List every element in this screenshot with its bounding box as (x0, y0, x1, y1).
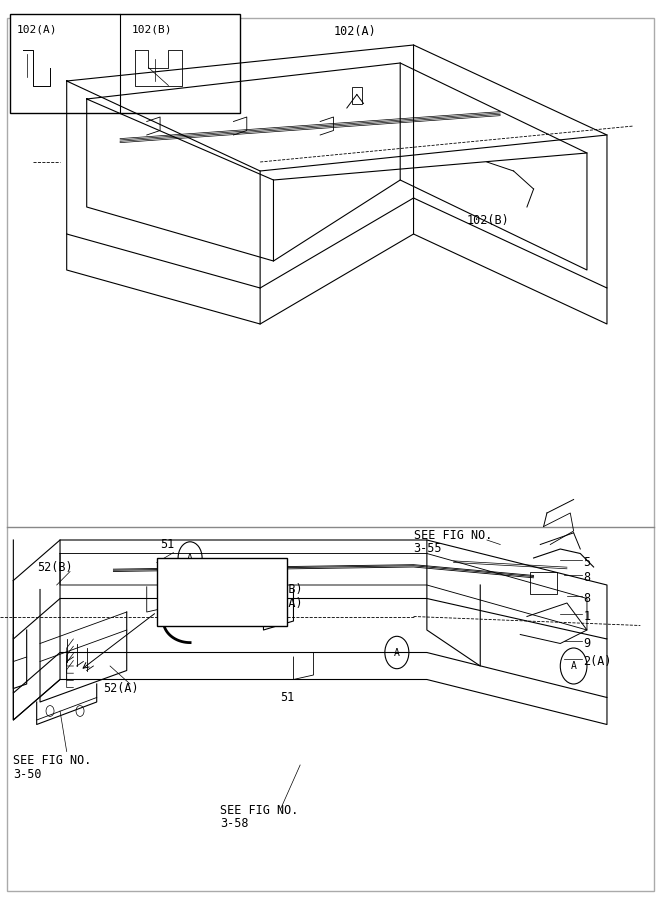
Bar (352, 87, 362, 104)
Text: SEE FIG NO.: SEE FIG NO. (220, 804, 299, 816)
Text: 102(B): 102(B) (467, 214, 510, 227)
Text: 99(A): 99(A) (267, 597, 302, 609)
Text: SEE FIG NO.: SEE FIG NO. (163, 576, 237, 586)
Text: 102(B): 102(B) (132, 24, 172, 35)
Text: 99(B): 99(B) (267, 583, 302, 596)
Bar (530, 572, 557, 594)
Text: 2(A): 2(A) (584, 655, 612, 668)
Text: A: A (394, 647, 400, 658)
Text: 3-50: 3-50 (13, 768, 42, 780)
Text: 102(A): 102(A) (17, 24, 57, 35)
Bar (10, 14, 240, 112)
Text: 51: 51 (280, 691, 294, 704)
Text: 9: 9 (584, 637, 591, 650)
Text: 3-58: 3-58 (220, 817, 249, 830)
Text: 52(A): 52(A) (103, 682, 139, 695)
Text: SEE FIG NO.: SEE FIG NO. (414, 529, 492, 542)
Text: 102(A): 102(A) (334, 25, 376, 38)
Text: 8: 8 (584, 592, 591, 605)
Text: 8: 8 (584, 572, 591, 584)
Text: 51: 51 (160, 538, 174, 551)
Bar (157, 558, 287, 626)
Text: 3-55: 3-55 (414, 543, 442, 555)
Text: 5: 5 (584, 556, 591, 569)
Text: 1: 1 (584, 610, 591, 623)
Text: A: A (187, 553, 193, 563)
Text: 52(B): 52(B) (37, 561, 72, 573)
Text: SEE FIG NO.: SEE FIG NO. (13, 754, 92, 767)
Text: A: A (571, 661, 576, 671)
Text: 3-50: 3-50 (163, 596, 190, 606)
